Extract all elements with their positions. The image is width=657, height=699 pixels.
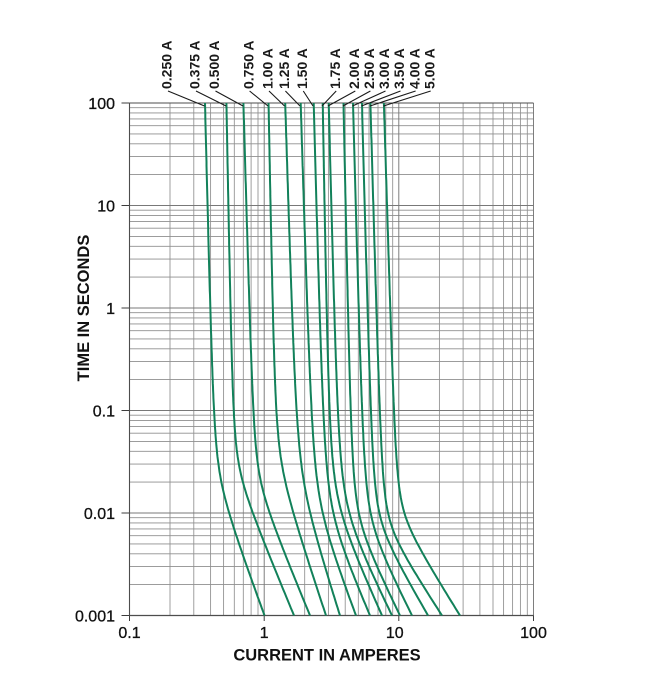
svg-text:0.375 A: 0.375 A xyxy=(187,40,203,89)
svg-text:100: 100 xyxy=(88,96,115,113)
svg-text:2.50 A: 2.50 A xyxy=(361,48,377,89)
svg-text:5.00 A: 5.00 A xyxy=(421,48,437,89)
svg-text:10: 10 xyxy=(386,625,404,642)
svg-text:1.25 A: 1.25 A xyxy=(276,48,292,89)
svg-text:1.50 A: 1.50 A xyxy=(294,48,310,89)
svg-text:0.01: 0.01 xyxy=(84,506,115,523)
svg-text:4.00 A: 4.00 A xyxy=(406,48,422,89)
svg-text:TIME IN SECONDS: TIME IN SECONDS xyxy=(75,235,93,382)
svg-text:3.00 A: 3.00 A xyxy=(376,48,392,89)
svg-text:CURRENT IN AMPERES: CURRENT IN AMPERES xyxy=(233,647,420,665)
svg-text:0.750 A: 0.750 A xyxy=(240,40,256,89)
svg-text:1: 1 xyxy=(260,625,269,642)
svg-text:0.250 A: 0.250 A xyxy=(159,40,175,89)
svg-text:0.1: 0.1 xyxy=(118,625,140,642)
svg-text:2.00 A: 2.00 A xyxy=(346,48,362,89)
svg-text:100: 100 xyxy=(520,625,547,642)
svg-text:1.75 A: 1.75 A xyxy=(327,48,343,89)
svg-text:3.50 A: 3.50 A xyxy=(391,48,407,89)
svg-text:0.500 A: 0.500 A xyxy=(206,40,222,89)
svg-text:0.001: 0.001 xyxy=(75,608,115,625)
svg-text:1.00 A: 1.00 A xyxy=(260,48,276,89)
svg-text:0.1: 0.1 xyxy=(93,403,115,420)
svg-text:10: 10 xyxy=(97,198,115,215)
svg-text:1: 1 xyxy=(106,301,115,318)
